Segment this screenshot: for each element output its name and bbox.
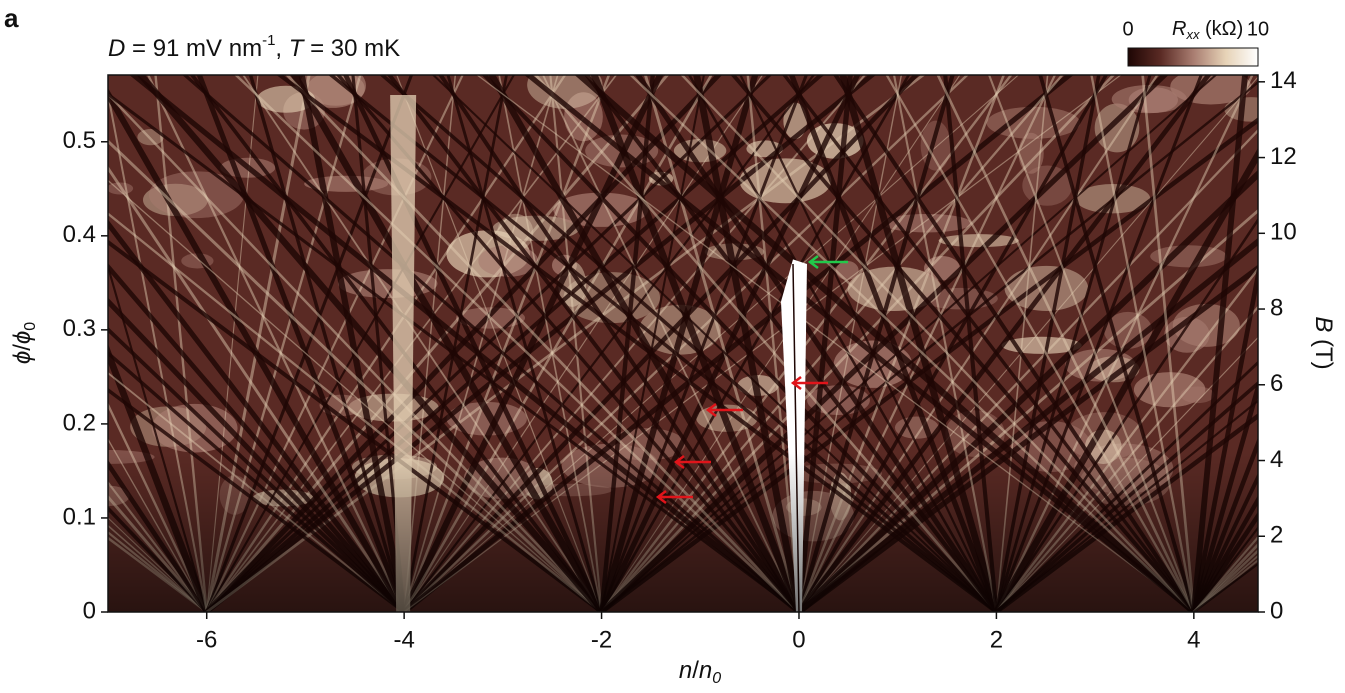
plot-frame bbox=[107, 74, 1259, 613]
heatmap-patch bbox=[882, 213, 972, 233]
arrow bbox=[705, 403, 743, 417]
colorbar-tick-label: 0 bbox=[1122, 18, 1133, 40]
heatmap-patch bbox=[142, 183, 208, 217]
y-axis-label: ϕ/ϕ0 bbox=[9, 322, 39, 364]
overlay: 0 10 -6 -4 -2 0 2 4 0 0.1 0.2 0.3 0.4 0.5 0 2 4 6 8 10 12 14 bbox=[63, 18, 1297, 653]
heatmap-patch bbox=[1018, 132, 1044, 174]
heatmap-patch bbox=[835, 260, 859, 280]
chart-title: D = 91 mV nm-1, T = 30 mK bbox=[108, 32, 400, 62]
x-label-part: n bbox=[679, 657, 692, 684]
heatmap-floor bbox=[108, 452, 1258, 612]
annotation-arrows bbox=[655, 255, 848, 504]
arrow bbox=[790, 376, 828, 390]
y-tick-label: 0.1 bbox=[63, 503, 96, 530]
colorbar-label-part: (kΩ) bbox=[1199, 18, 1243, 40]
heatmap-patch bbox=[563, 272, 661, 324]
arrow bbox=[655, 490, 693, 504]
colorbar-label-part: R bbox=[1172, 18, 1186, 40]
title-part: = 30 mK bbox=[303, 35, 400, 62]
colorbar-label: Rxx (kΩ) bbox=[1172, 18, 1243, 42]
x-label-part: 0 bbox=[712, 670, 721, 687]
y2-tick-label: 4 bbox=[1270, 446, 1283, 473]
title-part: T bbox=[289, 35, 306, 62]
y2-tick-label: 2 bbox=[1270, 522, 1283, 549]
arrow bbox=[807, 255, 848, 269]
x-label-part: n bbox=[699, 657, 712, 684]
title-part: D bbox=[108, 35, 125, 62]
title-part: = 91 mV nm bbox=[125, 35, 262, 62]
title-part: , bbox=[275, 35, 288, 62]
heatmap-patch bbox=[137, 128, 164, 146]
colorbar-tick-label: 10 bbox=[1247, 18, 1269, 40]
y-label-part: ϕ bbox=[9, 331, 36, 344]
y2-tick-label: 12 bbox=[1270, 143, 1297, 170]
heatmap-patch bbox=[1094, 103, 1140, 153]
y-label-part: / bbox=[9, 344, 36, 351]
y-tick-label: 0.2 bbox=[63, 409, 96, 436]
y2-tick-label: 6 bbox=[1270, 370, 1283, 397]
heatmap-patch bbox=[527, 75, 603, 109]
y-label-part: 0 bbox=[22, 322, 39, 331]
panel-label: a bbox=[4, 3, 19, 33]
y2-tick-label: 10 bbox=[1270, 219, 1297, 246]
y2-tick-label: 14 bbox=[1270, 67, 1297, 94]
y-tick-label: 0.3 bbox=[63, 315, 96, 342]
y2-label-part: B bbox=[1310, 316, 1337, 332]
heatmap-patch bbox=[1180, 386, 1215, 404]
arrow bbox=[673, 455, 711, 469]
heatmap-patch bbox=[108, 182, 134, 195]
heatmap-patch bbox=[1001, 336, 1082, 354]
colorbar bbox=[1127, 47, 1259, 67]
heatmap-patch bbox=[497, 213, 534, 252]
y-tick-label: 0.5 bbox=[63, 127, 96, 154]
y2-tick-label: 8 bbox=[1270, 294, 1283, 321]
heatmap-patch bbox=[924, 255, 960, 281]
x-tick-label: -4 bbox=[393, 626, 414, 653]
y-label-part: ϕ bbox=[9, 351, 36, 364]
x-tick-label: -2 bbox=[591, 626, 612, 653]
x-tick-label: -6 bbox=[196, 626, 217, 653]
x-label-part: / bbox=[692, 657, 699, 684]
colorbar-label-part: xx bbox=[1185, 27, 1200, 42]
x-axis-label: n/n0 bbox=[679, 657, 721, 687]
heatmap-image bbox=[108, 75, 1258, 612]
x-tick-label: 2 bbox=[990, 626, 1003, 653]
x-tick-label: 0 bbox=[792, 626, 805, 653]
y2-label-part: (T) bbox=[1310, 332, 1337, 369]
title-part: -1 bbox=[262, 32, 275, 49]
x-tick-label: 4 bbox=[1187, 626, 1200, 653]
y2-tick-label: 0 bbox=[1270, 597, 1283, 624]
y-tick-label: 0.4 bbox=[63, 221, 96, 248]
y2-axis-label: B (T) bbox=[1310, 316, 1337, 369]
y-tick-label: 0 bbox=[83, 597, 96, 624]
